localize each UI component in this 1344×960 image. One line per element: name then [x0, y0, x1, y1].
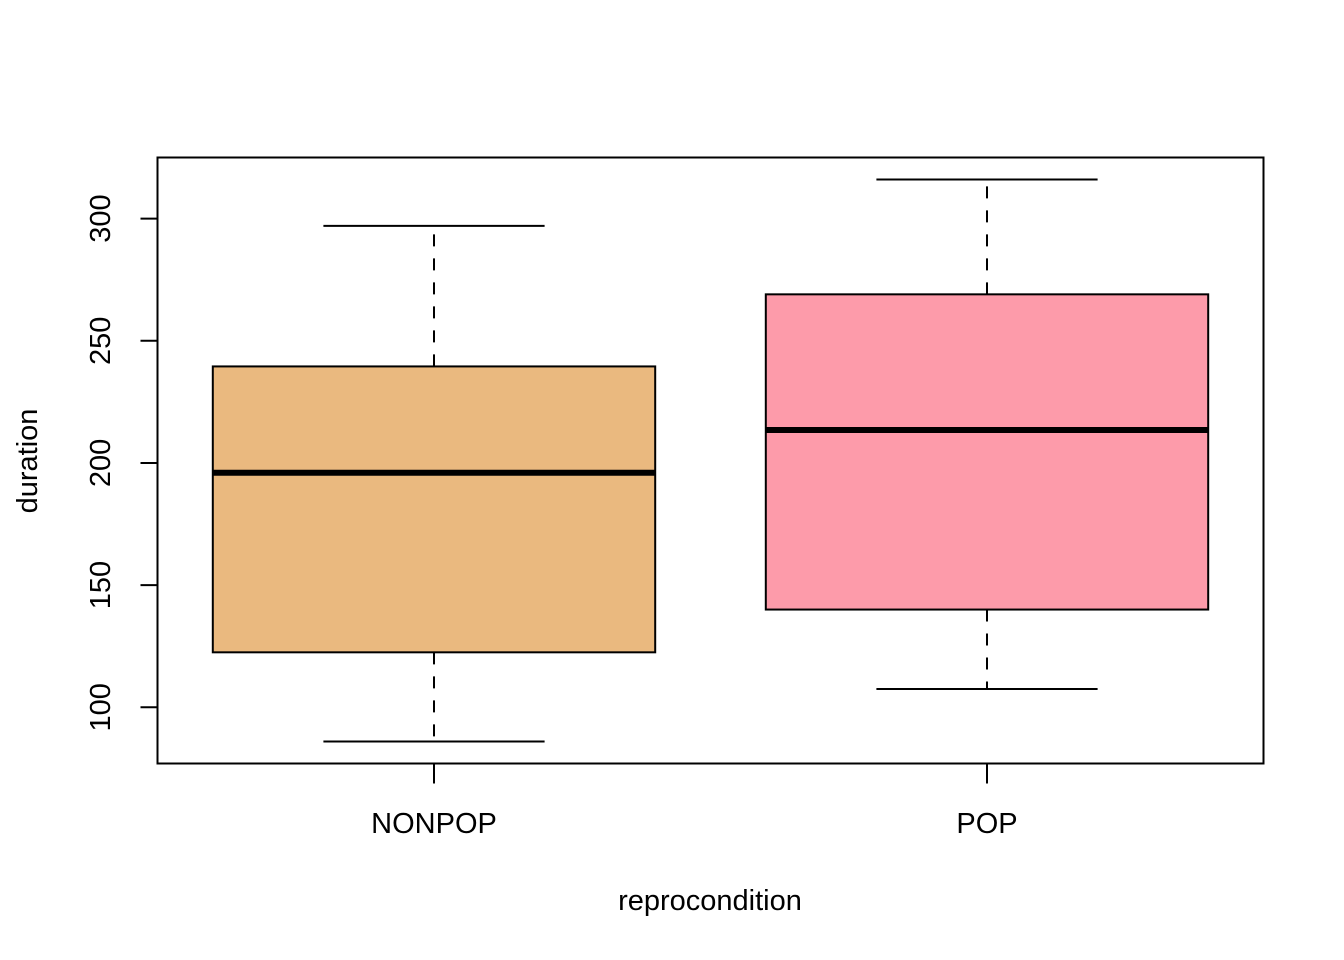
x-tick-label-nonpop: NONPOP [371, 808, 497, 840]
y-axis: 100 150 200 250 300 [85, 194, 159, 731]
y-tick-label-150: 150 [85, 561, 117, 609]
y-tick-label-200: 200 [85, 439, 117, 487]
y-axis-title: duration [12, 409, 44, 514]
y-tick-label-250: 250 [85, 317, 117, 365]
x-axis: NONPOP POP [371, 763, 1018, 840]
x-tick-label-pop: POP [956, 808, 1017, 840]
box-pop [764, 293, 1210, 611]
box-nonpop [211, 365, 657, 654]
y-tick-label-300: 300 [85, 194, 117, 242]
x-axis-title: reprocondition [618, 885, 802, 917]
box-group-nonpop [211, 224, 657, 743]
plot-frame [156, 156, 1265, 765]
y-tick-label-100: 100 [85, 683, 117, 731]
box-group-pop [764, 178, 1210, 690]
boxes-layer [211, 178, 1210, 743]
